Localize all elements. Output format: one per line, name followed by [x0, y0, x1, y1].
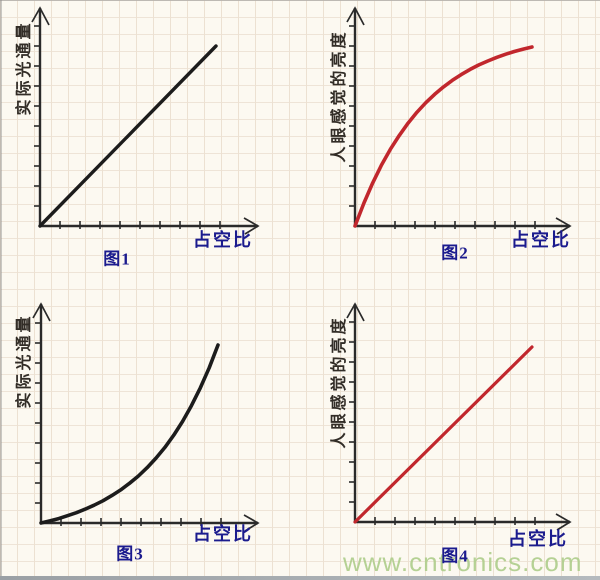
- chart-1-x-axis-label: 占空比: [193, 230, 253, 250]
- chart-4-plot-area: [346, 302, 572, 531]
- chart-4-y-axis-label: 人眼感觉的亮度: [331, 315, 348, 449]
- chart-2-plot-area: [346, 6, 572, 235]
- image-top-edge: [0, 0, 600, 1]
- chart-3-plot-area: [32, 302, 260, 532]
- image-bottom-edge: [0, 576, 600, 580]
- chart-3-y-axis-label: 实际光通量: [16, 313, 33, 409]
- chart-3-x-axis-label: 占空比: [193, 524, 253, 544]
- chart-2-y-axis-label: 人眼感觉的亮度: [331, 29, 348, 163]
- chart-1-caption: 图1: [103, 249, 131, 269]
- chart-4-perceived-brightness-linear: 人眼感觉的亮度 占空比 图4: [300, 290, 600, 580]
- chart-2-caption: 图2: [441, 243, 469, 263]
- chart-3-caption: 图3: [116, 544, 144, 564]
- chart-3-actual-flux-exponential: 实际光通量 占空比 图3: [0, 290, 300, 580]
- chart-1-y-axis-label: 实际光通量: [16, 20, 33, 116]
- chart-4-caption: 图4: [441, 546, 469, 566]
- chart-2-perceived-brightness-saturating: 人眼感觉的亮度 占空比 图2: [300, 0, 600, 290]
- chart-2-x-axis-label: 占空比: [511, 230, 571, 250]
- watermark-text: www.cntronics.com: [343, 547, 583, 577]
- chart-1-plot-area: [31, 6, 260, 235]
- chart-4-x-axis-label: 占空比: [508, 529, 568, 549]
- chart-1-actual-flux-linear: 实际光通量 占空比 图1: [0, 0, 300, 290]
- image-left-edge: [0, 0, 2, 580]
